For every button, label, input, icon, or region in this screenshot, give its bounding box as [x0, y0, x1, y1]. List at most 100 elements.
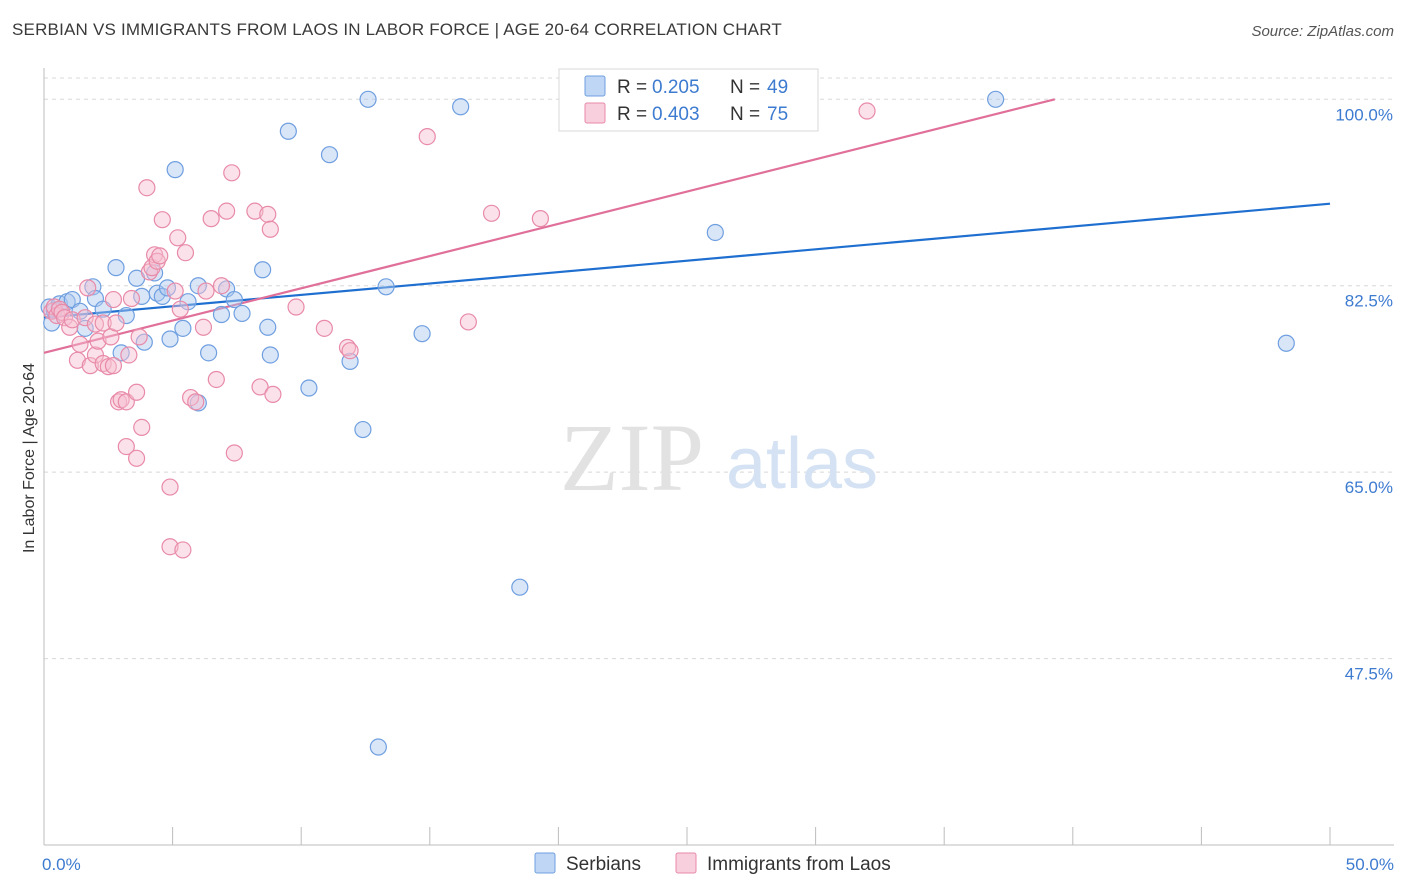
data-point-laos — [130, 328, 148, 346]
data-point-serbians — [377, 278, 395, 296]
data-point-serbians — [1277, 334, 1295, 352]
data-point-serbians — [452, 98, 470, 116]
data-point-laos — [174, 541, 192, 559]
data-point-serbians — [148, 284, 166, 302]
data-point-laos — [261, 220, 279, 238]
data-point-laos — [187, 393, 205, 411]
data-point-laos — [94, 314, 112, 332]
data-point-laos — [207, 370, 225, 389]
data-point-laos — [418, 127, 436, 146]
data-point-laos — [218, 202, 236, 220]
data-point-serbians — [259, 318, 277, 336]
legend-n-label-laos: N = — [730, 104, 760, 125]
watermark: ZIP atlas — [560, 404, 878, 511]
data-point-laos — [104, 290, 123, 309]
data-point-laos — [122, 289, 141, 308]
data-point-laos — [202, 210, 220, 228]
data-point-serbians — [413, 325, 431, 343]
data-point-laos — [117, 437, 135, 456]
data-point-serbians — [233, 304, 251, 323]
data-point-laos — [81, 357, 99, 375]
data-point-laos — [94, 354, 112, 373]
data-point-serbians — [166, 161, 184, 179]
bottom-legend-label-laos: Immigrants from Laos — [707, 854, 891, 875]
axes — [43, 68, 1394, 846]
data-point-serbians — [254, 261, 272, 279]
data-points — [40, 90, 1295, 756]
data-point-laos — [194, 318, 213, 336]
data-point-serbians — [987, 90, 1005, 108]
bottom-legend-label-serbians: Serbians — [566, 854, 641, 875]
legend-r-value-laos: 0.403 — [652, 104, 700, 125]
data-point-laos — [89, 332, 107, 350]
legend: R = 0.205 N = 49 R = 0.403 N = 75 — [558, 68, 819, 132]
data-point-laos — [76, 309, 94, 327]
data-point-laos — [287, 298, 305, 316]
data-point-serbians — [174, 319, 192, 337]
data-point-laos — [99, 358, 117, 376]
data-point-laos — [79, 279, 97, 297]
watermark-atlas: atlas — [726, 424, 878, 504]
bottom-legend-swatch-laos — [675, 852, 697, 874]
data-point-laos — [71, 335, 89, 353]
data-point-laos — [338, 338, 357, 357]
data-point-serbians — [369, 738, 387, 756]
x-tick-label: 0.0% — [42, 855, 81, 874]
tick-labels: 47.5% 65.0% 82.5% 100.0% 0.0% 50.0% — [42, 105, 1394, 874]
data-point-laos — [315, 319, 333, 337]
data-point-serbians — [706, 223, 724, 242]
data-point-laos — [107, 314, 125, 332]
data-point-serbians — [279, 122, 297, 140]
data-point-laos — [223, 164, 241, 182]
data-point-laos — [171, 300, 189, 318]
y-tick-label: 100.0% — [1335, 105, 1393, 124]
data-point-serbians — [107, 259, 125, 277]
data-point-laos — [133, 418, 151, 437]
data-point-serbians — [261, 346, 279, 364]
data-point-serbians — [300, 379, 318, 397]
data-point-serbians — [225, 290, 243, 309]
legend-n-value-laos: 75 — [767, 104, 788, 125]
data-point-serbians — [212, 305, 231, 324]
legend-r-label-laos: R = — [617, 104, 647, 125]
data-point-laos — [531, 210, 549, 228]
chart-title: SERBIAN VS IMMIGRANTS FROM LAOS IN LABOR… — [12, 20, 782, 39]
bottom-legend: Serbians Immigrants from Laos — [534, 852, 891, 875]
data-point-laos — [341, 342, 359, 360]
legend-swatch-laos — [584, 102, 606, 124]
data-point-serbians — [153, 287, 171, 305]
data-point-serbians — [200, 344, 218, 362]
data-point-serbians — [354, 420, 372, 439]
x-tick-label: 50.0% — [1346, 855, 1394, 874]
data-point-laos — [482, 204, 501, 222]
data-point-laos — [127, 383, 146, 401]
data-point-laos — [459, 313, 477, 331]
y-tick-label: 65.0% — [1345, 478, 1393, 497]
data-point-laos — [858, 102, 876, 120]
y-axis-label: In Labor Force | Age 20-64 — [21, 363, 38, 553]
bottom-legend-swatch-serbians — [534, 852, 556, 874]
data-point-laos — [161, 478, 179, 496]
data-point-laos — [225, 444, 243, 462]
legend-r-value-serbians: 0.205 — [652, 77, 700, 98]
data-point-laos — [176, 244, 195, 262]
data-point-laos — [63, 311, 81, 329]
data-point-laos — [50, 300, 69, 318]
data-point-laos — [161, 538, 179, 556]
data-point-laos — [212, 277, 231, 295]
data-point-laos — [169, 229, 187, 247]
legend-swatch-serbians — [584, 75, 606, 97]
data-point-laos — [251, 378, 269, 396]
grid-lines — [44, 77, 1394, 660]
data-point-laos — [127, 449, 146, 467]
regression-lines — [43, 98, 1331, 354]
data-point-serbians — [320, 146, 339, 164]
source-credit: Source: ZipAtlas.com — [1251, 23, 1394, 40]
y-tick-label: 47.5% — [1345, 665, 1393, 684]
data-point-laos — [166, 282, 184, 300]
data-point-serbians — [511, 578, 529, 596]
data-point-serbians — [161, 330, 179, 348]
data-point-serbians — [359, 90, 377, 108]
data-point-laos — [120, 346, 138, 364]
